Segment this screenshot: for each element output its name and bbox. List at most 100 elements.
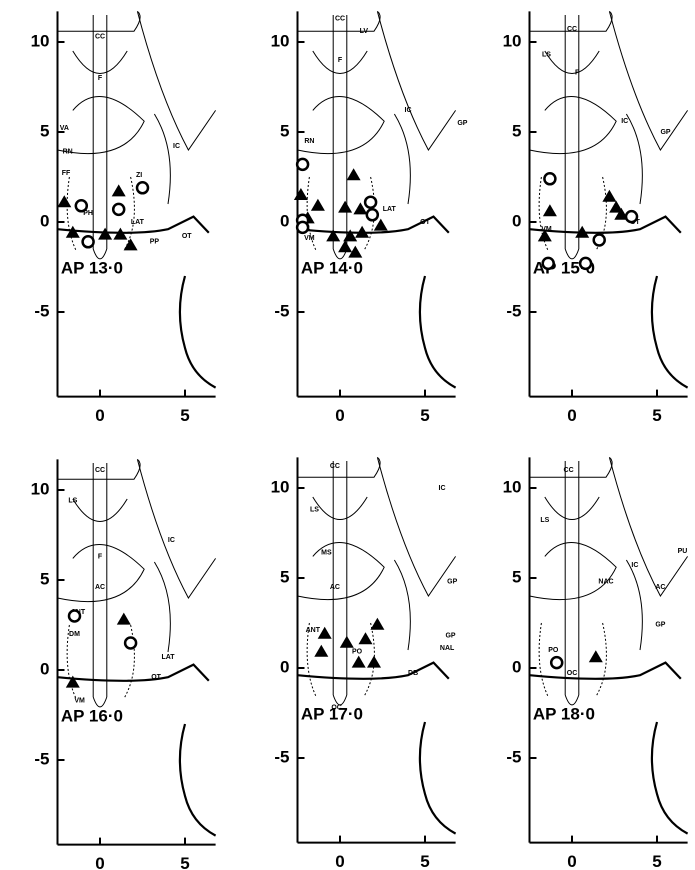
x-tick-label: 0: [95, 854, 104, 870]
region-label: LS: [540, 517, 549, 524]
x-tick-label: 0: [95, 406, 104, 425]
region-label: ZI: [136, 172, 142, 179]
region-label: NAC: [598, 578, 613, 585]
triangle-marker: [338, 201, 352, 213]
outline: [530, 663, 688, 834]
panel: -5051005CCFVARNFFZIICPHLATPPOTAP 13·0: [31, 11, 216, 425]
region-label: LAT: [131, 219, 145, 226]
y-tick-label: 0: [512, 657, 521, 676]
y-tick-label: 10: [503, 31, 522, 50]
circle-marker: [297, 159, 308, 170]
outline: [298, 11, 385, 153]
x-tick-label: 0: [335, 852, 344, 870]
panel: -5051005CCLSPUICNACACGPPOOCAP 18·0: [503, 457, 688, 870]
y-tick-label: 5: [40, 121, 49, 140]
outline: [58, 217, 216, 388]
region-label: AC: [330, 584, 340, 591]
outline: [377, 11, 455, 204]
y-tick-label: 0: [40, 211, 49, 230]
x-tick-label: 5: [180, 406, 189, 425]
triangle-marker: [343, 229, 357, 241]
outline: [307, 623, 374, 697]
y-tick-label: 10: [31, 31, 50, 50]
region-label: PU: [678, 548, 688, 555]
region-label: AC: [95, 584, 105, 591]
x-tick-label: 5: [180, 854, 189, 870]
region-label: CC: [330, 463, 340, 470]
panel-title: AP 17·0: [301, 704, 363, 723]
x-tick-label: 0: [567, 406, 576, 425]
region-label: LAT: [161, 654, 175, 661]
circle-marker: [83, 236, 94, 247]
circle-marker: [113, 204, 124, 215]
y-tick-label: 5: [512, 567, 521, 586]
panel-title: AP 16·0: [61, 706, 123, 725]
circle-marker: [551, 657, 562, 668]
outline: [93, 15, 107, 259]
region-label: F: [575, 69, 580, 76]
panel: -5051005CCLSFICACANTDMLATOTVMAP 16·0: [31, 459, 216, 870]
y-tick-label: -5: [506, 747, 521, 766]
triangle-marker: [352, 656, 366, 668]
x-tick-label: 5: [652, 406, 661, 425]
region-label: VA: [60, 125, 69, 132]
region-label: FF: [62, 170, 71, 177]
circle-marker: [543, 258, 554, 269]
region-label: OT: [420, 219, 430, 226]
region-label: ANT: [306, 627, 321, 634]
region-label: GP: [655, 622, 665, 629]
region-label: DM: [69, 631, 80, 638]
y-tick-label: -5: [274, 301, 289, 320]
region-label: F: [98, 553, 103, 560]
region-label: CC: [335, 15, 345, 22]
region-label: RN: [63, 149, 73, 156]
circle-marker: [297, 222, 308, 233]
region-label: CC: [564, 467, 574, 474]
circle-marker: [76, 200, 87, 211]
region-label: NAL: [440, 645, 455, 652]
region-label: PO: [352, 649, 363, 656]
region-label: PO: [548, 647, 559, 654]
y-tick-label: 5: [40, 569, 49, 588]
triangle-marker: [338, 240, 352, 252]
x-tick-label: 0: [567, 852, 576, 870]
triangle-marker: [314, 645, 328, 657]
y-tick-label: 0: [512, 211, 521, 230]
region-label: LS: [542, 51, 551, 58]
y-tick-label: 5: [512, 121, 521, 140]
outline: [298, 217, 456, 388]
x-tick-label: 0: [335, 406, 344, 425]
triangle-marker: [543, 204, 557, 216]
circle-marker: [580, 258, 591, 269]
region-label: LS: [68, 498, 77, 505]
triangle-marker: [311, 199, 325, 211]
triangle-marker: [589, 650, 603, 662]
triangle-marker: [370, 618, 384, 630]
panel-title: AP 13·0: [61, 258, 123, 277]
circle-marker: [367, 209, 378, 220]
region-label: OC: [567, 670, 578, 677]
region-label: GP: [660, 129, 670, 136]
region-label: MS: [321, 550, 332, 557]
triangle-marker: [602, 190, 616, 202]
outline: [333, 15, 347, 259]
region-label: LS: [310, 506, 319, 513]
outline: [58, 665, 216, 836]
circle-marker: [125, 638, 136, 649]
circle-marker: [365, 197, 376, 208]
triangle-marker: [112, 184, 126, 196]
triangle-marker: [294, 188, 308, 200]
panel: -5051005CCLSFICGPOTVMAP 15·0: [503, 11, 688, 425]
region-label: IC: [439, 485, 446, 492]
panel-title: AP 14·0: [301, 258, 363, 277]
region-label: OT: [151, 674, 161, 681]
region-label: IC: [173, 143, 180, 150]
y-tick-label: 0: [40, 659, 49, 678]
y-tick-label: 0: [280, 211, 289, 230]
outline: [58, 459, 145, 601]
x-tick-label: 5: [652, 852, 661, 870]
triangle-marker: [359, 632, 373, 644]
region-label: VM: [74, 697, 85, 704]
